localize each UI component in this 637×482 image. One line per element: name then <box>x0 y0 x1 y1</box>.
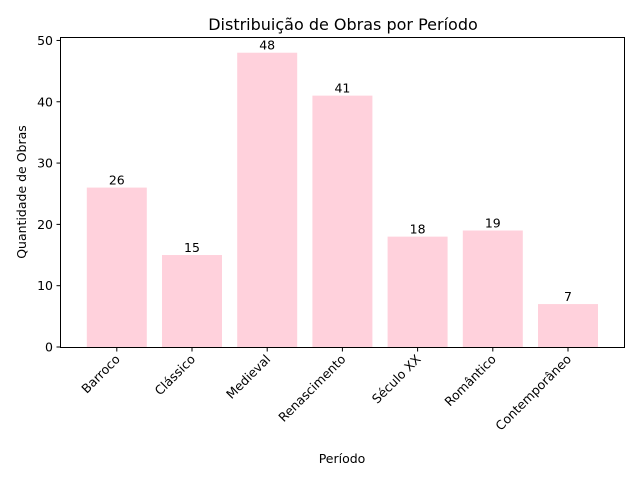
y-tick-label: 50 <box>37 33 53 48</box>
bar-medieval <box>237 52 298 347</box>
data-label-romantico: 19 <box>485 216 501 231</box>
bar-seculo-xx <box>387 236 448 347</box>
x-axis-label: Período <box>319 451 366 466</box>
y-tick-label: 0 <box>45 340 53 355</box>
bar-contemporaneo <box>538 304 598 347</box>
data-label-classico: 15 <box>184 240 200 255</box>
bar-classico <box>162 255 222 347</box>
data-label-seculo-xx: 18 <box>410 222 426 237</box>
data-label-contemporaneo: 7 <box>564 289 572 304</box>
data-labels-group: 26 15 48 41 18 19 7 <box>109 38 572 304</box>
y-tick-label: 20 <box>37 217 53 232</box>
y-tick-label: 10 <box>37 278 53 293</box>
data-label-renascimento: 41 <box>334 81 350 96</box>
bar-renascimento <box>312 95 373 347</box>
y-axis: 0 10 20 30 40 50 <box>37 33 61 355</box>
bar-barroco <box>86 187 147 347</box>
y-axis-label: Quantidade de Obras <box>14 125 29 259</box>
chart-title: Distribuição de Obras por Período <box>208 15 478 34</box>
bar-romantico <box>462 230 523 347</box>
y-tick-label: 30 <box>37 156 53 171</box>
y-tick-label: 40 <box>37 94 53 109</box>
data-label-medieval: 48 <box>259 38 275 53</box>
data-label-barroco: 26 <box>109 173 125 188</box>
bars-group <box>86 52 598 347</box>
